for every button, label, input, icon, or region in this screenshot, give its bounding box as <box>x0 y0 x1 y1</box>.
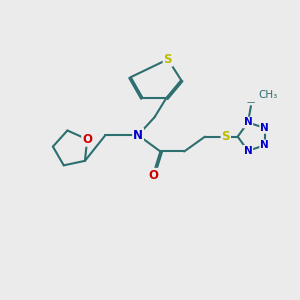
Text: N: N <box>244 118 252 128</box>
Text: S: S <box>221 130 230 143</box>
Text: O: O <box>82 133 92 146</box>
Text: N: N <box>133 129 143 142</box>
Text: N: N <box>244 146 252 156</box>
Text: CH₃: CH₃ <box>258 90 278 100</box>
Text: N: N <box>260 140 269 150</box>
Text: —: — <box>247 98 255 107</box>
Text: O: O <box>148 169 158 182</box>
Text: S: S <box>164 53 172 66</box>
Text: N: N <box>260 123 269 133</box>
